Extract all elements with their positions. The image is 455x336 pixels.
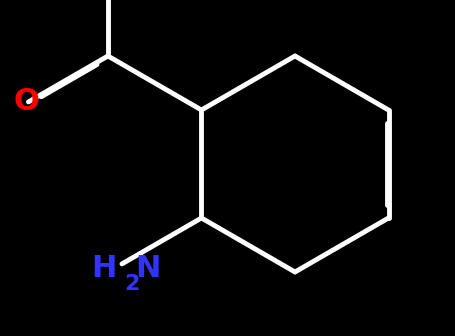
Text: 2: 2 — [124, 274, 139, 294]
Text: N: N — [135, 254, 160, 283]
Text: O: O — [14, 87, 39, 116]
Text: H: H — [91, 254, 117, 283]
